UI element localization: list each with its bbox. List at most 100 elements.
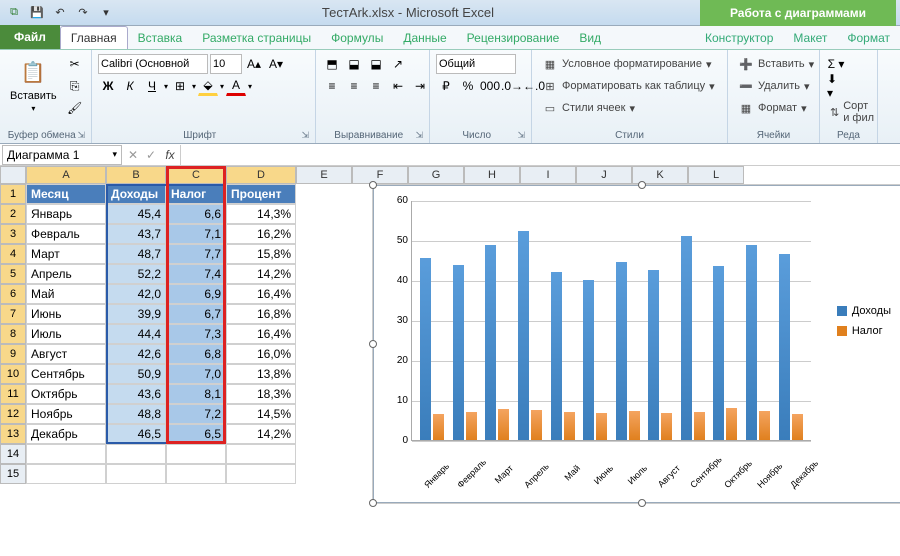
sort-filter-button[interactable]: ⇅Сорт и фил (826, 98, 879, 126)
col-header[interactable]: A (26, 166, 106, 184)
chart-bar[interactable] (453, 265, 464, 440)
tab-review[interactable]: Рецензирование (457, 27, 570, 49)
launcher-icon[interactable]: ⇲ (415, 130, 423, 141)
cell-header[interactable]: Месяц (26, 184, 106, 204)
cell[interactable]: Октябрь (26, 384, 106, 404)
row-header[interactable]: 15 (0, 464, 26, 484)
row-header[interactable]: 2 (0, 204, 26, 224)
chart-bar-group[interactable] (483, 245, 511, 440)
chart-bar[interactable] (564, 412, 575, 440)
chart-bar[interactable] (616, 262, 627, 440)
launcher-icon[interactable]: ⇲ (517, 130, 525, 141)
format-cells-button[interactable]: ▦Формат ▾ (734, 98, 811, 118)
chart-bar[interactable] (759, 411, 770, 440)
col-header[interactable]: G (408, 166, 464, 184)
cell[interactable]: Июнь (26, 304, 106, 324)
cell[interactable]: 48,7 (106, 244, 166, 264)
number-format-select[interactable] (436, 54, 516, 74)
cell[interactable]: 39,9 (106, 304, 166, 324)
formula-input[interactable] (180, 145, 900, 165)
cell[interactable]: Сентябрь (26, 364, 106, 384)
chart-legend[interactable]: Доходы Налог (837, 305, 891, 345)
align-left-icon[interactable]: ≡ (322, 76, 342, 96)
chart-bar[interactable] (681, 236, 692, 440)
chart-bar-group[interactable] (549, 272, 577, 440)
undo-icon[interactable]: ↶ (50, 3, 70, 23)
chart-bar[interactable] (596, 413, 607, 440)
cell[interactable]: 7,1 (166, 224, 226, 244)
align-right-icon[interactable]: ≡ (366, 76, 386, 96)
cell[interactable]: 50,9 (106, 364, 166, 384)
col-header[interactable]: L (688, 166, 744, 184)
chart-bar[interactable] (648, 270, 659, 440)
tab-view[interactable]: Вид (569, 27, 611, 49)
qat-more-icon[interactable]: ▾ (96, 3, 116, 23)
cell[interactable]: Июль (26, 324, 106, 344)
cell[interactable]: Апрель (26, 264, 106, 284)
chart-bar[interactable] (498, 409, 509, 440)
row-header[interactable]: 10 (0, 364, 26, 384)
tab-chart-design[interactable]: Конструктор (695, 27, 783, 49)
cell[interactable] (26, 444, 106, 464)
cell[interactable]: 6,6 (166, 204, 226, 224)
resize-handle-icon[interactable] (369, 181, 377, 189)
col-header[interactable]: H (464, 166, 520, 184)
enter-icon[interactable]: ✓ (142, 148, 160, 162)
fx-icon[interactable]: fx (160, 148, 180, 162)
cell[interactable]: 16,4% (226, 284, 296, 304)
cell[interactable] (166, 464, 226, 484)
cell[interactable]: 16,2% (226, 224, 296, 244)
chart-bar[interactable] (726, 408, 737, 440)
chart-bar-group[interactable] (744, 245, 772, 440)
underline-button[interactable]: Ч (142, 76, 162, 96)
resize-handle-icon[interactable] (369, 499, 377, 507)
cell[interactable]: 6,5 (166, 424, 226, 444)
col-header[interactable]: C (166, 166, 226, 184)
tab-home[interactable]: Главная (60, 26, 128, 49)
currency-icon[interactable]: ₽ (436, 76, 456, 96)
cell[interactable]: 42,0 (106, 284, 166, 304)
cell[interactable]: 13,8% (226, 364, 296, 384)
row-header[interactable]: 11 (0, 384, 26, 404)
chart-bar[interactable] (485, 245, 496, 440)
tab-insert[interactable]: Вставка (128, 27, 193, 49)
row-header[interactable]: 9 (0, 344, 26, 364)
cell[interactable]: 7,2 (166, 404, 226, 424)
cell[interactable]: Май (26, 284, 106, 304)
row-header[interactable]: 3 (0, 224, 26, 244)
delete-cells-button[interactable]: ➖Удалить ▾ (734, 76, 814, 96)
cell[interactable]: 7,3 (166, 324, 226, 344)
chart-bar[interactable] (551, 272, 562, 440)
tab-page-layout[interactable]: Разметка страницы (192, 27, 321, 49)
launcher-icon[interactable]: ⇲ (301, 130, 309, 141)
redo-icon[interactable]: ↷ (73, 3, 93, 23)
row-header[interactable]: 14 (0, 444, 26, 464)
format-as-table-button[interactable]: ⊞Форматировать как таблицу ▾ (538, 76, 719, 96)
paste-button[interactable]: 📋 Вставить ▾ (6, 54, 61, 115)
chart-bar[interactable] (583, 280, 594, 440)
row-header[interactable]: 1 (0, 184, 26, 204)
align-center-icon[interactable]: ≡ (344, 76, 364, 96)
chart-bar-group[interactable] (646, 270, 674, 440)
chart-bar[interactable] (746, 245, 757, 440)
chart-bar-group[interactable] (581, 280, 609, 440)
chart-bar[interactable] (694, 412, 705, 440)
italic-button[interactable]: К (120, 76, 140, 96)
tab-chart-format[interactable]: Формат (837, 27, 900, 49)
row-header[interactable]: 5 (0, 264, 26, 284)
cell[interactable]: 6,9 (166, 284, 226, 304)
row-header[interactable]: 7 (0, 304, 26, 324)
cell-header[interactable]: Доходы (106, 184, 166, 204)
chart-bar[interactable] (792, 414, 803, 440)
align-middle-icon[interactable]: ⬓ (344, 54, 364, 74)
chart-bar[interactable] (629, 411, 640, 440)
align-bottom-icon[interactable]: ⬓ (366, 54, 386, 74)
cell[interactable]: 18,3% (226, 384, 296, 404)
resize-handle-icon[interactable] (638, 499, 646, 507)
chart-bar[interactable] (713, 266, 724, 440)
shrink-font-icon[interactable]: A▾ (266, 54, 286, 74)
border-icon[interactable]: ⊞ (170, 76, 190, 96)
resize-handle-icon[interactable] (369, 340, 377, 348)
resize-handle-icon[interactable] (638, 181, 646, 189)
row-header[interactable]: 6 (0, 284, 26, 304)
